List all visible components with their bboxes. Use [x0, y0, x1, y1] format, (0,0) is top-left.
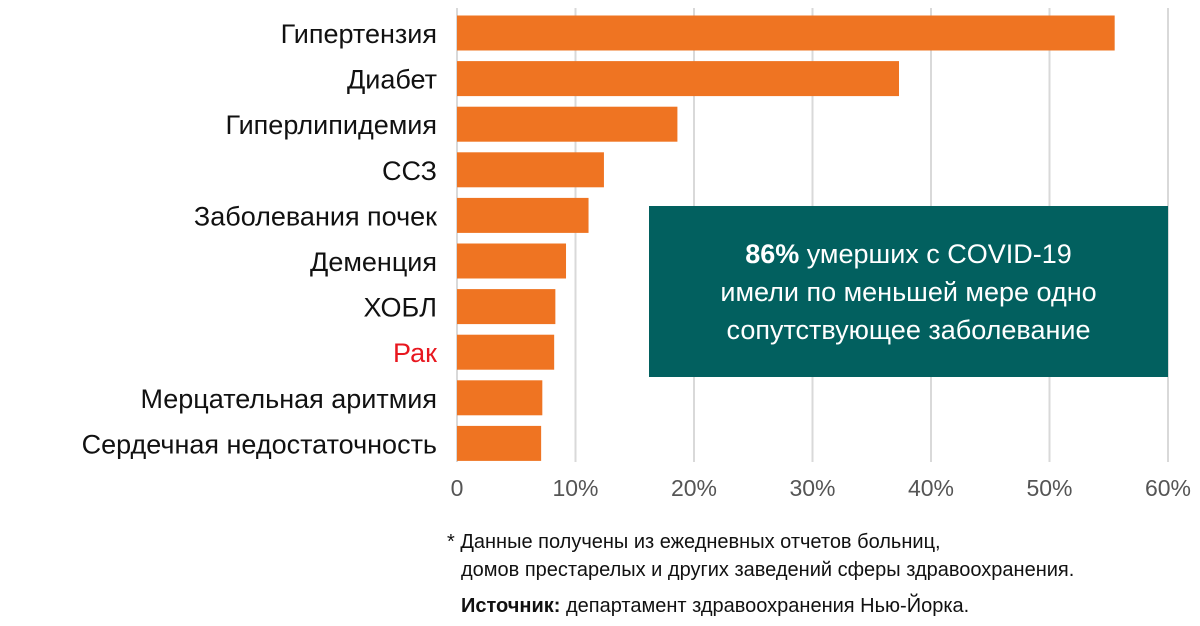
bar	[457, 197, 589, 233]
x-tick-label: 60%	[1145, 475, 1191, 501]
bar	[457, 106, 678, 142]
category-label: Гипертензия	[281, 19, 437, 49]
category-label: Заболевания почек	[194, 201, 437, 231]
x-tick-label: 50%	[1026, 475, 1072, 501]
bar	[457, 425, 542, 461]
bar	[457, 15, 1115, 51]
callout-highlight: 86%	[745, 238, 800, 269]
bar	[457, 289, 556, 325]
x-tick-label: 40%	[908, 475, 954, 501]
source-note: Источник: департамент здравоохранения Нь…	[461, 595, 969, 618]
bar	[457, 61, 900, 97]
callout-line2: имели по меньшей мере одно	[720, 276, 1097, 307]
callout-line3: сопутствующее заболевание	[726, 314, 1091, 345]
category-label: Деменция	[310, 247, 437, 277]
x-axis-ticks: 0 10% 20% 30% 40% 50% 60%	[451, 475, 1191, 501]
callout-text: 86% умерших с COVID-19 имели по меньшей …	[720, 235, 1096, 349]
bars	[457, 15, 1115, 461]
callout-box: 86% умерших с COVID-19 имели по меньшей …	[649, 206, 1168, 377]
bar	[457, 380, 543, 416]
category-label: ХОБЛ	[363, 293, 437, 323]
footnote-line1: * Данные получены из ежедневных отчетов …	[447, 531, 941, 553]
source-text: департамент здравоохранения Нью-Йорка.	[560, 595, 970, 617]
category-label: Гиперлипидемия	[226, 110, 438, 140]
x-tick-label: 10%	[552, 475, 598, 501]
category-label: ССЗ	[382, 156, 437, 186]
category-label: Рак	[393, 338, 437, 368]
x-tick-label: 30%	[789, 475, 835, 501]
source-label: Источник:	[461, 595, 561, 617]
bar	[457, 334, 555, 370]
x-tick-label: 20%	[671, 475, 717, 501]
footnote: * Данные получены из ежедневных отчетов …	[447, 528, 1074, 584]
category-label: Мерцательная аритмия	[140, 384, 437, 414]
callout-line1: умерших с COVID-19	[799, 238, 1072, 269]
bar	[457, 243, 567, 279]
category-label: Сердечная недостаточность	[82, 429, 437, 459]
x-tick-label: 0	[451, 475, 464, 501]
category-labels: Гипертензия Диабет Гиперлипидемия ССЗ Заболе…	[82, 19, 438, 459]
category-label: Диабет	[347, 65, 437, 95]
footnote-line2: домов престарелых и других заведений сфе…	[461, 559, 1075, 581]
bar	[457, 152, 604, 188]
